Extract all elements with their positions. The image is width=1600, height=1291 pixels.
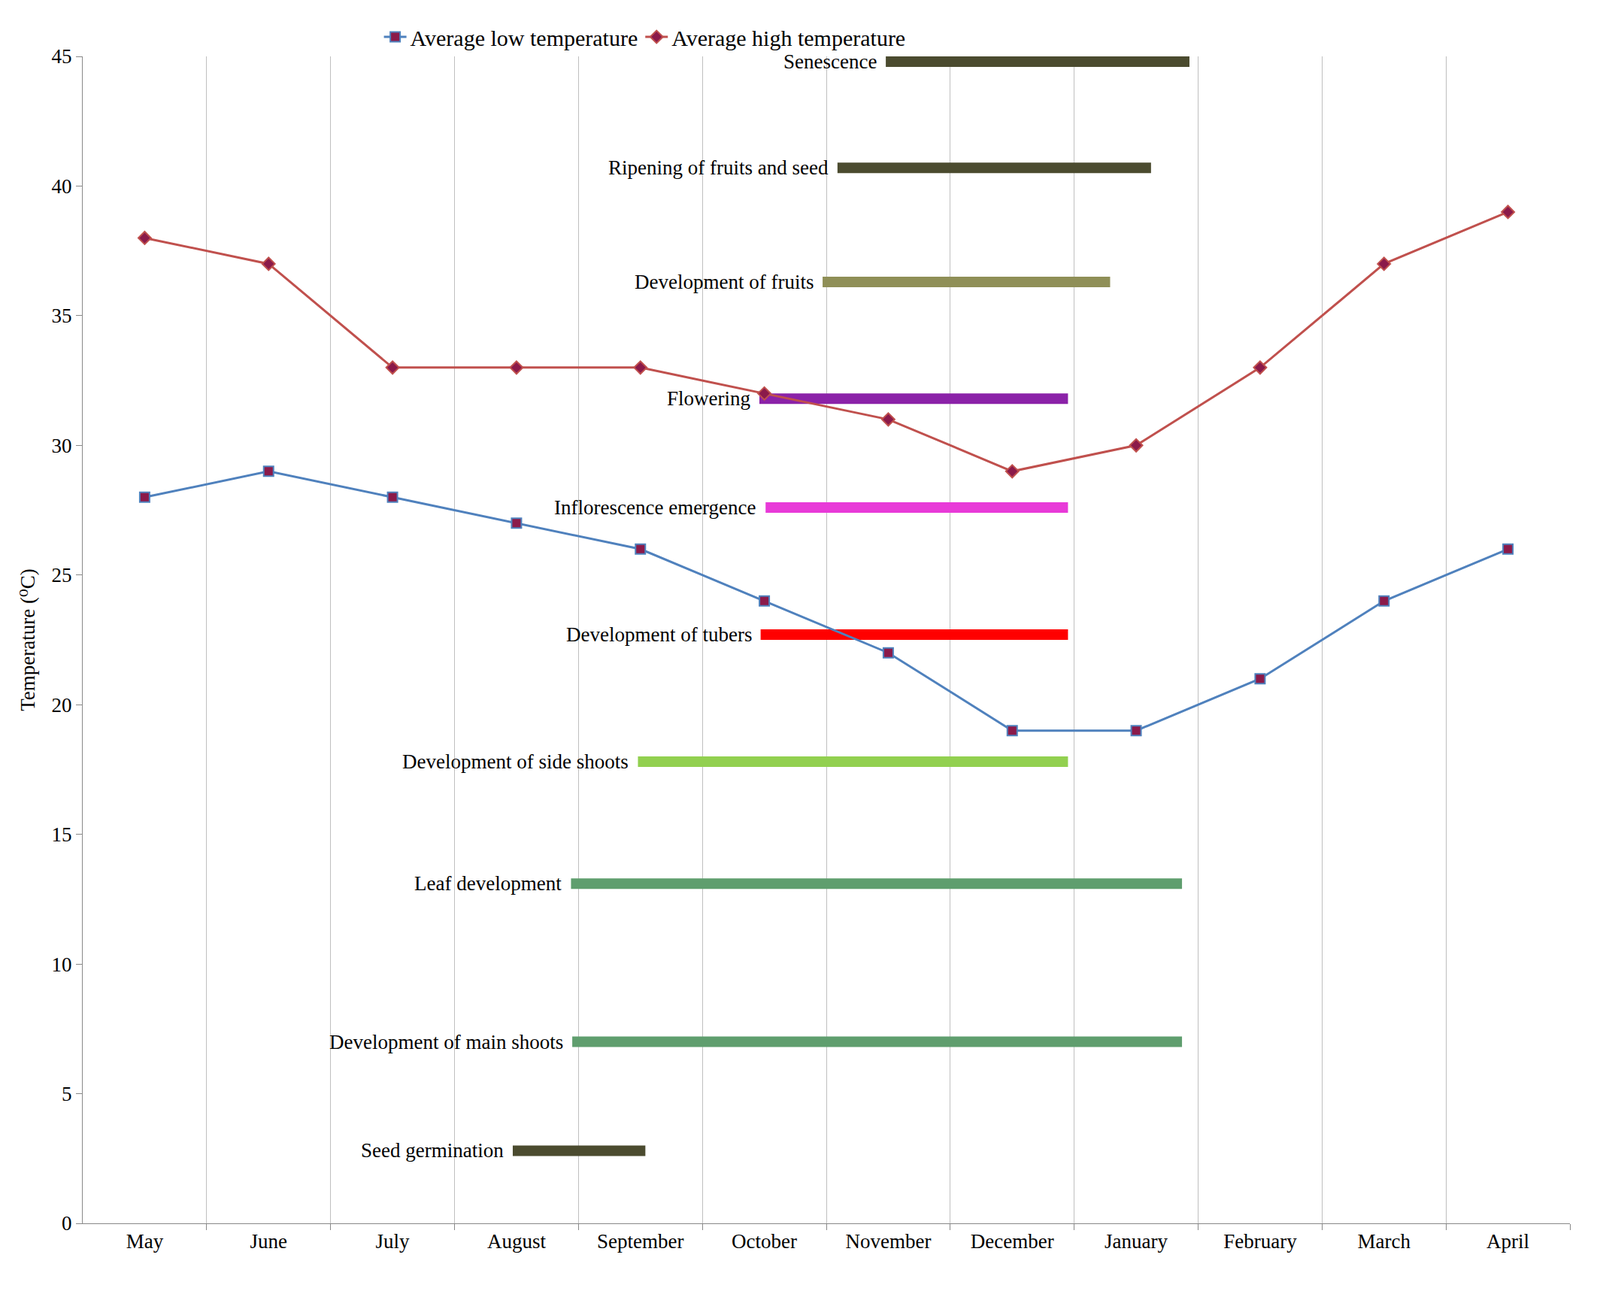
svg-text:20: 20 (51, 693, 73, 717)
svg-text:0: 0 (61, 1212, 73, 1235)
svg-text:40: 40 (51, 175, 73, 198)
svg-text:December: December (970, 1230, 1055, 1253)
svg-text:Development of tubers: Development of tubers (566, 623, 752, 646)
svg-text:Development of main shoots: Development of main shoots (329, 1030, 564, 1054)
svg-text:November: November (845, 1230, 931, 1253)
svg-text:May: May (126, 1230, 164, 1253)
svg-text:Seed germination: Seed germination (360, 1139, 504, 1162)
svg-text:February: February (1223, 1230, 1297, 1253)
svg-text:5: 5 (61, 1082, 73, 1106)
svg-text:April: April (1486, 1230, 1530, 1253)
svg-text:Leaf development: Leaf development (414, 872, 562, 895)
svg-text:October: October (731, 1230, 797, 1253)
svg-text:Ripening of fruits and seed: Ripening of fruits and seed (608, 156, 829, 179)
svg-text:Development of fruits: Development of fruits (634, 270, 814, 294)
svg-text:August: August (487, 1230, 547, 1253)
svg-text:30: 30 (51, 434, 73, 458)
svg-text:25: 25 (51, 563, 73, 587)
svg-text:35: 35 (51, 304, 73, 328)
svg-text:July: July (375, 1230, 411, 1253)
svg-text:June: June (250, 1230, 288, 1253)
svg-text:January: January (1104, 1230, 1168, 1253)
svg-text:Temperature (⁰C): Temperature (⁰C) (16, 568, 40, 712)
svg-text:45: 45 (51, 45, 73, 68)
svg-text:Development of side shoots: Development of side shoots (402, 750, 629, 773)
svg-text:10: 10 (51, 953, 73, 976)
svg-text:September: September (596, 1230, 684, 1253)
svg-text:15: 15 (51, 823, 73, 846)
svg-text:Flowering: Flowering (666, 387, 751, 410)
svg-text:March: March (1357, 1230, 1412, 1253)
svg-text:Average low temperature: Average low temperature (410, 25, 639, 51)
svg-text:Inflorescence emergence: Inflorescence emergence (554, 496, 757, 519)
svg-text:Average high temperature: Average high temperature (671, 25, 906, 51)
svg-text:Senescence: Senescence (783, 50, 877, 73)
